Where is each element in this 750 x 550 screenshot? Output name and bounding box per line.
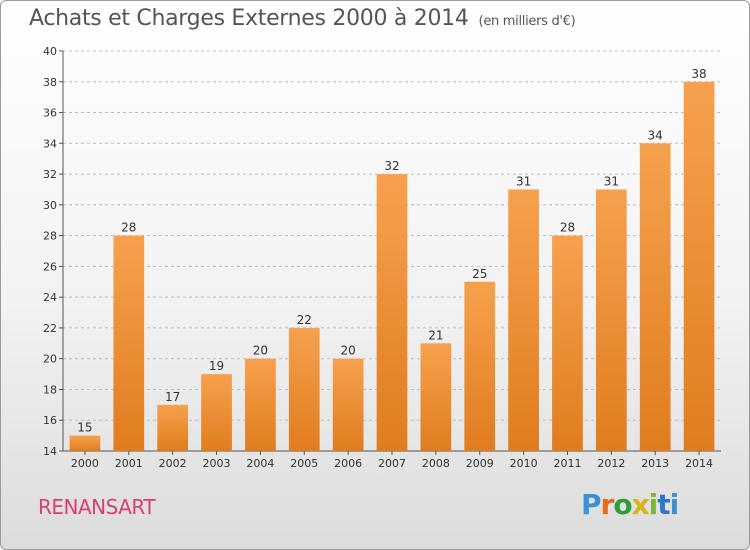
x-tick-label: 2009 [466,457,494,470]
bar-2010 [508,189,539,451]
value-label-2007: 32 [384,159,399,173]
y-tick-label: 40 [43,45,57,58]
y-tick-label: 36 [43,107,57,120]
y-tick-label: 32 [43,168,57,181]
x-tick-label: 2001 [115,457,143,470]
x-tick-label: 2008 [422,457,450,470]
value-label-2010: 31 [516,174,531,188]
value-label-2004: 20 [253,344,268,358]
chart-title: Achats et Charges Externes 2000 à 2014 (e… [29,6,576,31]
value-label-2014: 38 [691,67,706,81]
y-tick-label: 20 [43,353,57,366]
value-label-2002: 17 [165,390,180,404]
value-label-2011: 28 [560,221,575,235]
value-label-2001: 28 [121,221,136,235]
bar-2004 [245,358,276,451]
value-label-2005: 22 [297,313,312,327]
y-tick-label: 26 [43,260,57,273]
bar-2011 [552,235,583,451]
value-label-2013: 34 [648,128,663,142]
bar-2005 [288,327,320,451]
x-tick-label: 2007 [378,457,406,470]
y-tick-label: 16 [43,414,57,427]
value-label-2003: 19 [209,359,224,373]
proxiti-logo: Proxiti [581,488,679,521]
bar-2007 [376,174,408,452]
labels: 14 16 18 20 22 24 26 28 30 32 34 36 38 40 2000 15 2001 28… [43,45,713,470]
chart-title-text: Achats et Charges Externes 2000 à 2014 [29,6,469,31]
bar-2013 [639,143,671,452]
bars [69,81,715,452]
x-tick-label: 2002 [159,457,187,470]
x-tick-label: 2000 [71,457,99,470]
bar-2002 [157,404,189,451]
y-tick-label: 34 [43,137,57,150]
bar-2008 [420,343,452,451]
value-label-2012: 31 [604,174,619,188]
bar-2012 [595,189,627,451]
y-tick-label: 24 [43,291,57,304]
commune-name: RENANSART [38,495,156,519]
y-tick-label: 30 [43,199,57,212]
x-tick-label: 2004 [246,457,274,470]
bar-2014 [683,81,715,452]
x-tick-label: 2011 [553,457,581,470]
y-tick-label: 18 [43,383,57,396]
x-tick-label: 2003 [203,457,231,470]
x-tick-label: 2012 [597,457,625,470]
x-tick-label: 2005 [290,457,318,470]
x-tick-label: 2006 [334,457,362,470]
bar-2006 [332,358,364,451]
y-tick-label: 14 [43,445,57,458]
x-tick-label: 2010 [510,457,538,470]
chart-unit: (en milliers d'€) [478,14,576,29]
x-tick-label: 2014 [685,457,713,470]
y-tick-label: 38 [43,76,57,89]
value-label-2008: 21 [428,328,443,342]
y-tick-label: 28 [43,230,57,243]
bar-2003 [201,374,232,451]
bar-2009 [464,281,496,451]
x-tick-label: 2013 [641,457,669,470]
y-tick-label: 22 [43,322,57,335]
value-label-2000: 15 [77,421,92,435]
bar-2000 [69,435,101,451]
value-label-2009: 25 [472,267,487,281]
bar-2001 [113,235,145,451]
value-label-2006: 20 [340,344,355,358]
